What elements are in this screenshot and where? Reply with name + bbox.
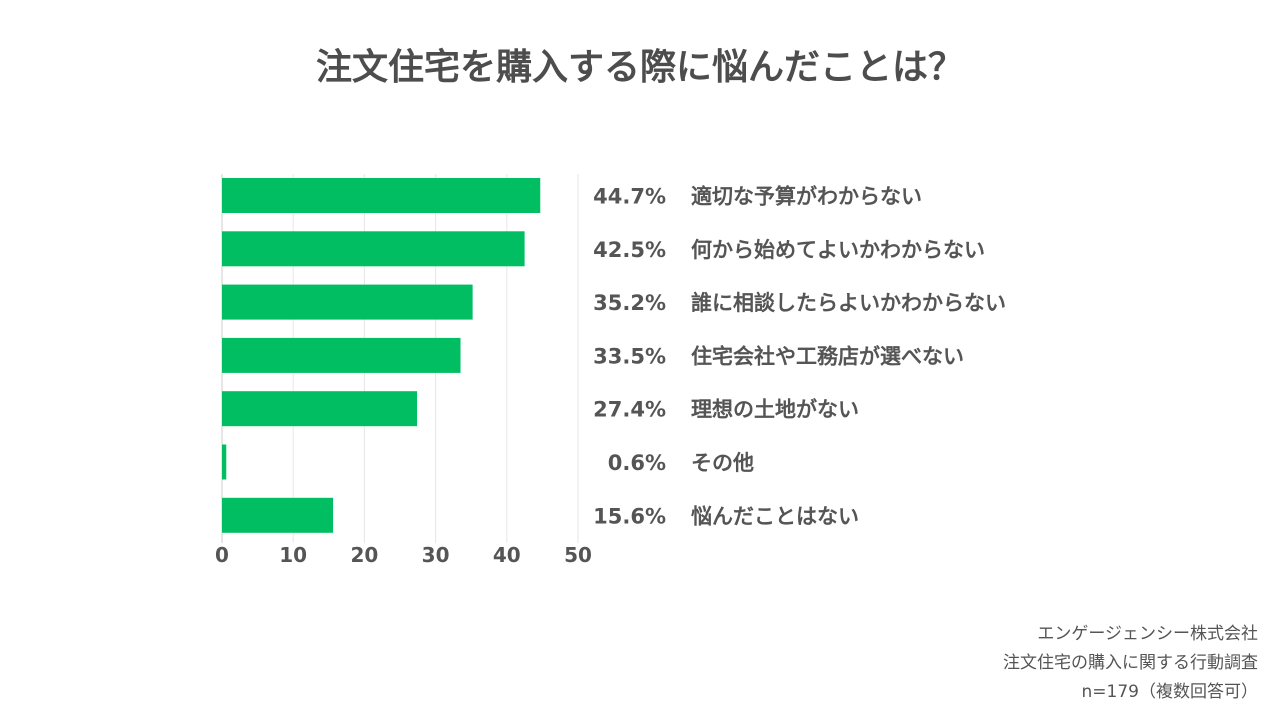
value-label: 42.5% <box>593 238 666 262</box>
category-label: 理想の土地がない <box>691 398 859 422</box>
category-label: 誰に相談したらよいかわからない <box>691 291 1006 315</box>
source-survey: 注文住宅の購入に関する行動調査 <box>1003 653 1258 673</box>
x-tick-label: 40 <box>493 543 521 567</box>
category-label: 悩んだことはない <box>691 504 859 528</box>
x-tick-label: 10 <box>279 543 307 567</box>
bar <box>222 284 473 320</box>
bar <box>222 178 541 213</box>
x-tick-label: 20 <box>350 543 378 567</box>
value-label: 35.2% <box>593 291 666 315</box>
bar <box>222 391 418 427</box>
x-tick-label: 0 <box>215 543 229 567</box>
value-label: 27.4% <box>593 398 666 422</box>
x-tick-label: 30 <box>422 543 450 567</box>
value-label: 0.6% <box>608 451 666 475</box>
chart-title: 注文住宅を購入する際に悩んだことは？ <box>315 47 964 88</box>
category-label: 住宅会社や工務店が選べない <box>691 344 964 368</box>
category-label: その他 <box>691 451 754 475</box>
bar <box>222 231 525 267</box>
bar <box>222 497 334 533</box>
value-label: 15.6% <box>593 504 666 528</box>
bar-chart: 0 10 20 30 40 50 44.7% 適切な予算がわからない 42.5% 何から始めてよい… <box>215 174 1006 567</box>
category-label: 適切な予算がわからない <box>691 185 922 209</box>
source-sample: n=179（複数回答可） <box>1081 682 1258 702</box>
category-label: 何から始めてよいかわからない <box>691 238 985 262</box>
x-tick-label: 50 <box>564 543 592 567</box>
value-label: 44.7% <box>593 185 666 209</box>
source-note: エンゲージェンシー株式会社 注文住宅の購入に関する行動調査 n=179（複数回答… <box>1003 620 1258 707</box>
source-company: エンゲージェンシー株式会社 <box>1037 624 1258 644</box>
bar <box>222 444 227 480</box>
bar <box>222 337 461 373</box>
value-label: 33.5% <box>593 344 666 368</box>
